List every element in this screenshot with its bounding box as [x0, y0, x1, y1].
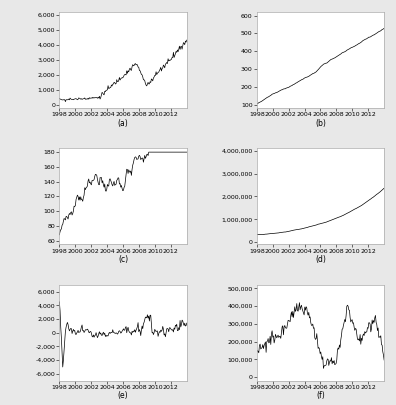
- X-axis label: (a): (a): [118, 119, 128, 128]
- X-axis label: (d): (d): [315, 255, 326, 264]
- X-axis label: (f): (f): [316, 391, 325, 400]
- X-axis label: (e): (e): [118, 391, 128, 400]
- X-axis label: (b): (b): [315, 119, 326, 128]
- X-axis label: (c): (c): [118, 255, 128, 264]
